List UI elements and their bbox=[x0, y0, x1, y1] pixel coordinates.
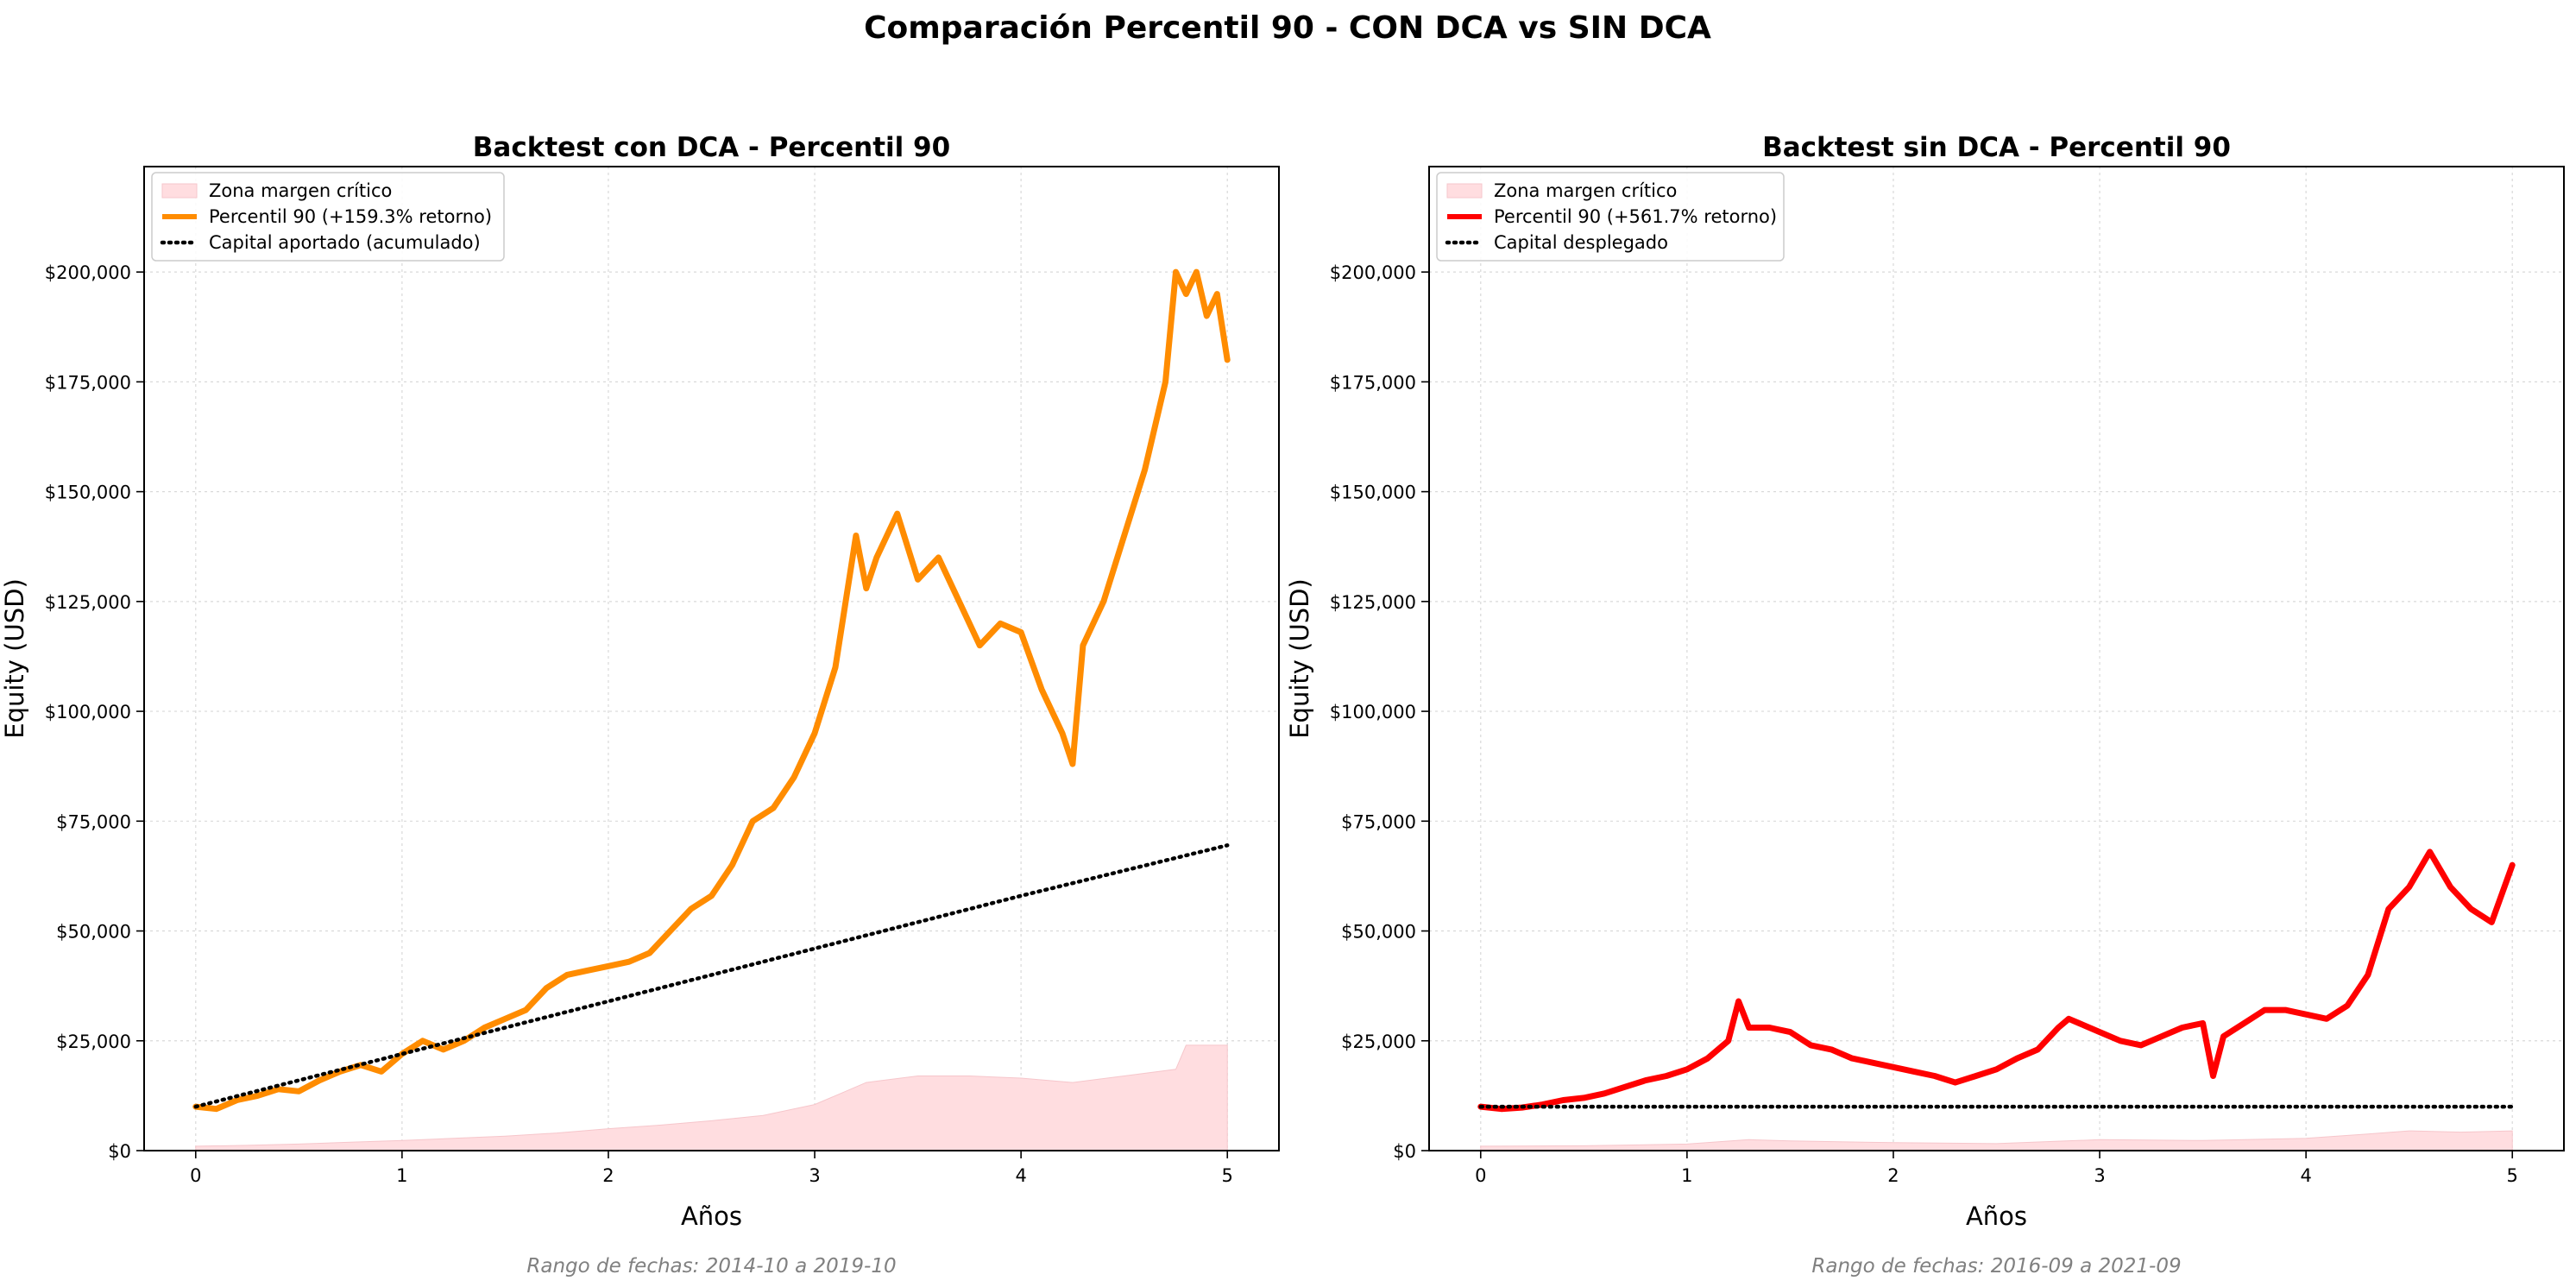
x-tick-label: 3 bbox=[809, 1165, 820, 1186]
legend-entry-label: Zona margen crítico bbox=[209, 180, 392, 201]
y-tick-label: $75,000 bbox=[1341, 811, 1416, 832]
legend-entry-label: Zona margen crítico bbox=[1494, 180, 1677, 201]
series-line-percentil-90 bbox=[1477, 849, 2516, 1113]
y-tick-label: $50,000 bbox=[56, 922, 131, 943]
x-tick-label: 3 bbox=[2094, 1165, 2105, 1186]
series-line-capital bbox=[193, 843, 1230, 1109]
x-axis-label: Años bbox=[681, 1202, 742, 1231]
date-range-footnote: Rango de fechas: 2014-10 a 2019-10 bbox=[526, 1255, 896, 1278]
legend-swatch-area bbox=[1446, 183, 1483, 199]
series-area-margen-critico bbox=[195, 1044, 1228, 1151]
axes-frame bbox=[1428, 166, 2565, 1151]
y-tick-label: $125,000 bbox=[45, 592, 131, 613]
plot-area bbox=[1477, 849, 2516, 1151]
legend-entry-label: Capital aportado (acumulado) bbox=[209, 232, 481, 253]
y-tick-label: $150,000 bbox=[1330, 483, 1416, 503]
x-axis-label: Años bbox=[1966, 1202, 2027, 1231]
legend-entry-label: Capital desplegado bbox=[1494, 232, 1668, 253]
y-tick-label: $75,000 bbox=[56, 811, 131, 832]
plot-area bbox=[192, 268, 1231, 1151]
x-tick-label: 5 bbox=[1222, 1165, 1233, 1186]
y-tick-label: $25,000 bbox=[1341, 1031, 1416, 1052]
x-tick-label: 0 bbox=[1475, 1165, 1486, 1186]
legend-swatch-area bbox=[161, 183, 198, 199]
legend-box bbox=[1436, 172, 1785, 262]
y-tick-label: $50,000 bbox=[1341, 922, 1416, 943]
x-tick-label: 1 bbox=[396, 1165, 407, 1186]
grid bbox=[144, 167, 1279, 1151]
legend: Zona margen crítico Percentil 90 (+159.3%… bbox=[151, 172, 505, 262]
date-range-footnote: Rango de fechas: 2016-09 a 2021-09 bbox=[1811, 1255, 2181, 1278]
figure-suptitle: Comparación Percentil 90 - CON DCA vs SI… bbox=[864, 10, 1711, 46]
chart-panel-con-dca: 0 1 2 3 4 5 $0 $25,000 $50,000 $75,000 $100,000 $12… bbox=[0, 132, 1280, 1278]
y-axis-label: Equity (USD) bbox=[0, 578, 29, 739]
x-tick-label: 5 bbox=[2507, 1165, 2518, 1186]
y-tick-label: $25,000 bbox=[56, 1031, 131, 1052]
y-tick-label: $150,000 bbox=[45, 483, 131, 503]
y-tick-label: $175,000 bbox=[1330, 372, 1416, 393]
x-tick-label: 4 bbox=[1015, 1165, 1026, 1186]
y-tick-label: $200,000 bbox=[45, 262, 131, 283]
chart-title: Backtest con DCA - Percentil 90 bbox=[473, 132, 950, 163]
x-tick-label: 4 bbox=[2300, 1165, 2311, 1186]
x-tick-label: 2 bbox=[1887, 1165, 1899, 1186]
legend-entry-label: Percentil 90 (+159.3% retorno) bbox=[209, 206, 492, 227]
x-tick-label: 2 bbox=[602, 1165, 614, 1186]
y-tick-label: $0 bbox=[108, 1141, 131, 1162]
y-tick-label: $200,000 bbox=[1330, 262, 1416, 283]
y-tick-label: $0 bbox=[1393, 1141, 1416, 1162]
legend-entry-label: Percentil 90 (+561.7% retorno) bbox=[1494, 206, 1777, 227]
chart-title: Backtest sin DCA - Percentil 90 bbox=[1762, 132, 2231, 163]
legend-box bbox=[151, 172, 505, 262]
chart-panel-sin-dca: 0 1 2 3 4 5 $0 $25,000 $50,000 $75,000 $100,000 $12… bbox=[1285, 132, 2565, 1278]
legend: Zona margen crítico Percentil 90 (+561.7%… bbox=[1436, 172, 1785, 262]
y-tick-label: $175,000 bbox=[45, 372, 131, 393]
y-tick-label: $100,000 bbox=[1330, 702, 1416, 722]
y-tick-label: $100,000 bbox=[45, 702, 131, 722]
series-area-margen-critico bbox=[1480, 1130, 2513, 1151]
x-tick-label: 1 bbox=[1681, 1165, 1692, 1186]
x-tick-label: 0 bbox=[190, 1165, 201, 1186]
axes-frame bbox=[143, 166, 1280, 1151]
y-tick-label: $125,000 bbox=[1330, 592, 1416, 613]
series-line-percentil-90 bbox=[192, 268, 1231, 1113]
grid bbox=[1429, 167, 2564, 1151]
y-axis-label: Equity (USD) bbox=[1285, 578, 1314, 739]
